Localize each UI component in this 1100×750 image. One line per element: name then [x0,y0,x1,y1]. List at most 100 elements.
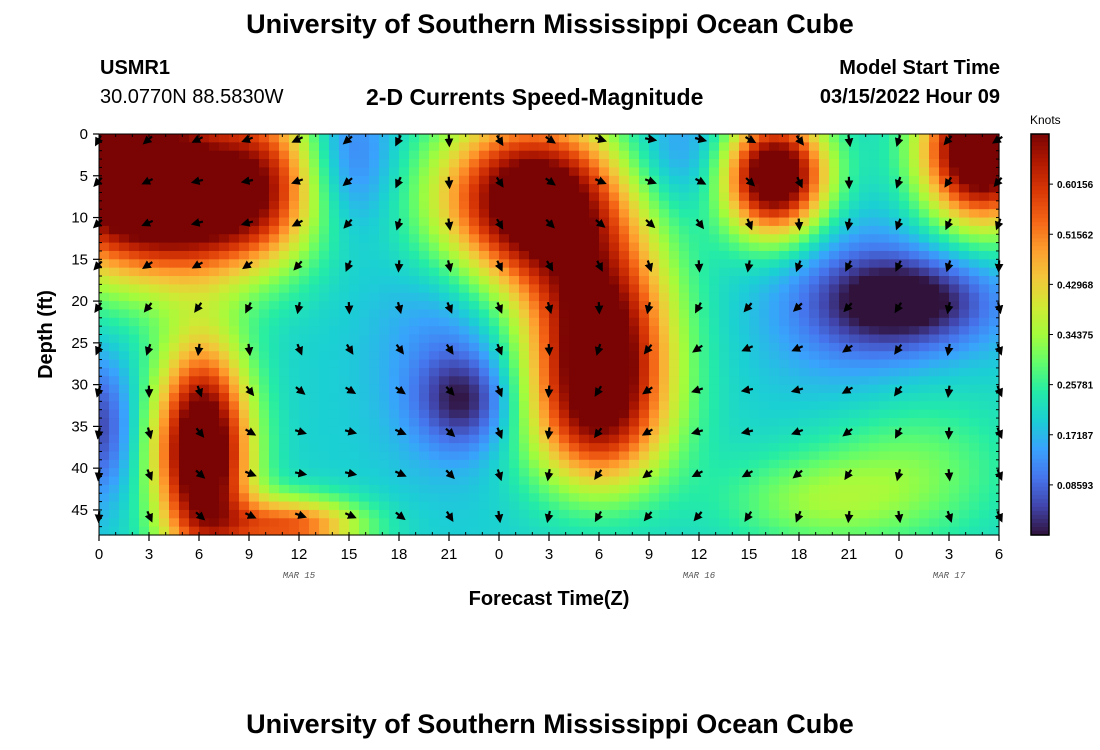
heatmap-cell [839,376,850,386]
heatmap-cell [339,167,350,177]
heatmap-cell [399,167,410,177]
heatmap-cell [539,509,550,519]
heatmap-cell [979,493,990,503]
heatmap-cell [509,217,520,227]
heatmap-cell [709,526,720,536]
heatmap-cell [499,326,510,336]
heatmap-cell [759,459,770,469]
heatmap-cell [779,351,790,361]
heatmap-cell [309,192,320,202]
heatmap-cell [259,401,270,411]
heatmap-cell [809,526,820,536]
heatmap-cell [409,326,420,336]
heatmap-cell [809,518,820,528]
heatmap-cell [559,242,570,252]
heatmap-cell [579,401,590,411]
heatmap-cell [539,334,550,344]
heatmap-cell [559,342,570,352]
heatmap-cell [239,392,250,402]
y-tick-label: 15 [71,251,88,268]
heatmap-cell [189,409,200,419]
heatmap-cell [479,443,490,453]
heatmap-cell [689,292,700,302]
heatmap-cell [239,284,250,294]
heatmap-cell [939,326,950,336]
heatmap-cell [189,142,200,152]
heatmap-cell [749,351,760,361]
heatmap-cell [809,267,820,277]
heatmap-cell [159,484,170,494]
heatmap-cell [719,468,730,478]
heatmap-cell [889,267,900,277]
heatmap-cell [349,459,360,469]
heatmap-cell [949,409,960,419]
heatmap-cell [319,351,330,361]
heatmap-cell [249,250,260,260]
heatmap-cell [189,150,200,160]
heatmap-cell [229,418,240,427]
heatmap-cell [629,426,640,436]
heatmap-cell [639,159,650,169]
heatmap-cell [529,451,540,461]
heatmap-cell [629,309,640,319]
heatmap-cell [239,401,250,411]
heatmap-cell [299,493,310,503]
heatmap-cell [329,167,340,177]
heatmap-cell [239,234,250,244]
heatmap-cell [819,175,830,185]
heatmap-cell [899,509,910,519]
heatmap-cell [469,468,480,478]
current-arrow [843,302,853,313]
heatmap-cell [109,159,120,169]
heatmap-cell [99,217,110,227]
heatmap-cell [959,351,970,361]
heatmap-cell [929,242,940,252]
heatmap-cell [719,459,730,469]
heatmap-cell [129,326,140,336]
heatmap-cell [369,225,380,235]
heatmap-cell [809,384,820,394]
heatmap-cell [269,217,280,227]
heatmap-cell [809,501,820,511]
heatmap-cell [229,351,240,361]
heatmap-cell [969,259,980,269]
current-arrow [445,343,454,355]
heatmap-cell [669,518,680,528]
heatmap-cell [449,292,460,302]
heatmap-cell [619,518,630,528]
heatmap-cell [579,459,590,469]
heatmap-cell [729,301,740,311]
heatmap-cell [339,493,350,503]
heatmap-cell [359,217,370,227]
heatmap-cell [199,451,210,461]
heatmap-cell [879,426,890,436]
heatmap-cell [749,367,760,377]
heatmap-cell [329,134,340,143]
current-arrow [544,301,554,315]
heatmap-cell [329,501,340,511]
current-arrow [594,134,607,144]
heatmap-cell [719,259,730,269]
heatmap-cell [859,267,870,277]
current-arrow [943,135,953,146]
heatmap-cell [579,443,590,453]
heatmap-cell [819,451,830,461]
current-arrow [294,343,303,356]
heatmap-cell [319,276,330,285]
heatmap-cell [409,242,420,252]
heatmap-cell [409,192,420,202]
heatmap-cell [399,401,410,411]
heatmap-cell [599,342,610,352]
heatmap-cell [359,250,370,260]
heatmap-cell [699,509,710,519]
heatmap-cell [319,392,330,402]
heatmap-cell [679,459,690,469]
heatmap-cell [499,284,510,294]
heatmap-cell [969,434,980,444]
heatmap-cell [669,509,680,519]
heatmap-cell [559,134,570,143]
current-arrow [944,385,954,398]
heatmap-cell [369,167,380,177]
heatmap-cell [349,443,360,453]
heatmap-cell [609,292,620,302]
